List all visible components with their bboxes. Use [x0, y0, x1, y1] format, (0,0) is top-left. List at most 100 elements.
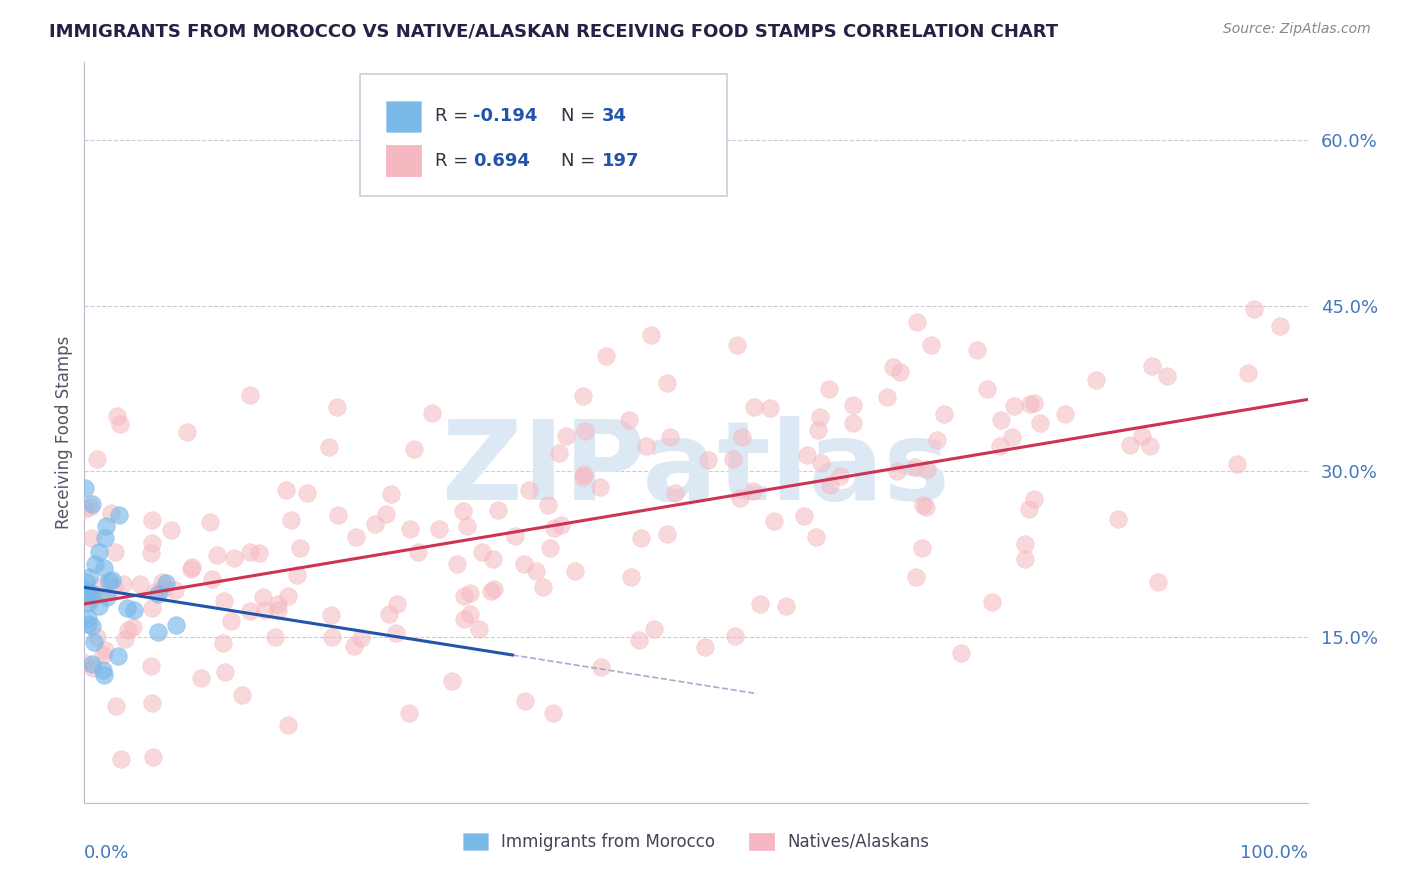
- Point: [212, 636, 235, 650]
- Point: [915, 500, 938, 515]
- Point: [482, 551, 505, 566]
- Point: [276, 483, 298, 497]
- Point: [221, 614, 243, 628]
- Point: [658, 430, 681, 444]
- Point: [165, 582, 187, 597]
- Point: [550, 518, 572, 533]
- Point: [139, 659, 162, 673]
- Point: [804, 530, 827, 544]
- Point: [165, 618, 187, 632]
- Point: [297, 486, 319, 500]
- Point: [976, 383, 998, 397]
- Point: [818, 382, 841, 396]
- Text: Source: ZipAtlas.com: Source: ZipAtlas.com: [1223, 22, 1371, 37]
- Point: [1019, 397, 1042, 411]
- Point: [402, 442, 425, 456]
- Point: [695, 640, 717, 654]
- Point: [1018, 502, 1040, 516]
- Point: [105, 699, 128, 714]
- Point: [517, 483, 540, 497]
- Point: [932, 407, 955, 421]
- Point: [190, 671, 212, 685]
- Point: [94, 531, 117, 545]
- Point: [105, 409, 128, 424]
- Point: [807, 423, 830, 437]
- Point: [80, 618, 103, 632]
- Point: [617, 412, 640, 426]
- Point: [1237, 366, 1260, 380]
- Point: [627, 632, 650, 647]
- Text: ZIPatlas: ZIPatlas: [441, 417, 950, 523]
- FancyBboxPatch shape: [387, 145, 420, 177]
- Point: [91, 648, 114, 662]
- Point: [94, 519, 117, 533]
- Point: [1130, 429, 1153, 443]
- Point: [808, 410, 831, 425]
- Point: [343, 640, 366, 654]
- Point: [100, 506, 122, 520]
- Point: [759, 401, 782, 416]
- Point: [75, 574, 97, 589]
- Point: [1243, 302, 1265, 317]
- Point: [531, 581, 554, 595]
- Point: [103, 580, 125, 594]
- Point: [643, 622, 665, 636]
- Point: [344, 530, 367, 544]
- Point: [1226, 457, 1249, 471]
- Point: [326, 508, 349, 522]
- Point: [574, 467, 596, 482]
- Point: [512, 557, 534, 571]
- Point: [212, 594, 235, 608]
- Point: [1142, 359, 1164, 373]
- Point: [471, 545, 494, 559]
- Point: [572, 470, 595, 484]
- Point: [77, 586, 100, 600]
- Point: [87, 545, 110, 559]
- Point: [1054, 407, 1077, 421]
- Point: [398, 522, 420, 536]
- Point: [280, 513, 302, 527]
- Point: [76, 617, 98, 632]
- Point: [93, 667, 115, 681]
- Point: [925, 434, 948, 448]
- Point: [94, 643, 117, 657]
- Point: [1146, 575, 1168, 590]
- Point: [1107, 512, 1129, 526]
- Point: [543, 706, 565, 720]
- Point: [1002, 400, 1025, 414]
- Point: [481, 583, 503, 598]
- Point: [326, 400, 349, 414]
- Point: [80, 585, 103, 599]
- Point: [664, 485, 686, 500]
- Point: [142, 750, 165, 764]
- Point: [231, 688, 253, 702]
- Point: [80, 657, 103, 671]
- Point: [440, 674, 463, 689]
- Point: [1014, 536, 1036, 550]
- Point: [285, 568, 308, 582]
- Point: [980, 595, 1002, 609]
- Point: [75, 584, 97, 599]
- Point: [1119, 438, 1142, 452]
- Point: [277, 589, 299, 603]
- Point: [876, 390, 898, 404]
- Point: [76, 586, 98, 600]
- Point: [842, 399, 865, 413]
- Point: [620, 570, 643, 584]
- Point: [748, 597, 770, 611]
- Point: [595, 349, 617, 363]
- Point: [104, 544, 127, 558]
- Point: [87, 599, 110, 613]
- Point: [89, 579, 111, 593]
- Point: [574, 424, 596, 438]
- Point: [86, 451, 108, 466]
- Point: [456, 519, 478, 533]
- Point: [796, 448, 818, 462]
- Point: [101, 573, 124, 587]
- Point: [730, 491, 752, 506]
- Text: 0.0%: 0.0%: [84, 844, 129, 862]
- Text: R =: R =: [436, 152, 474, 169]
- Point: [252, 590, 274, 604]
- Text: R =: R =: [436, 108, 474, 126]
- Point: [505, 529, 527, 543]
